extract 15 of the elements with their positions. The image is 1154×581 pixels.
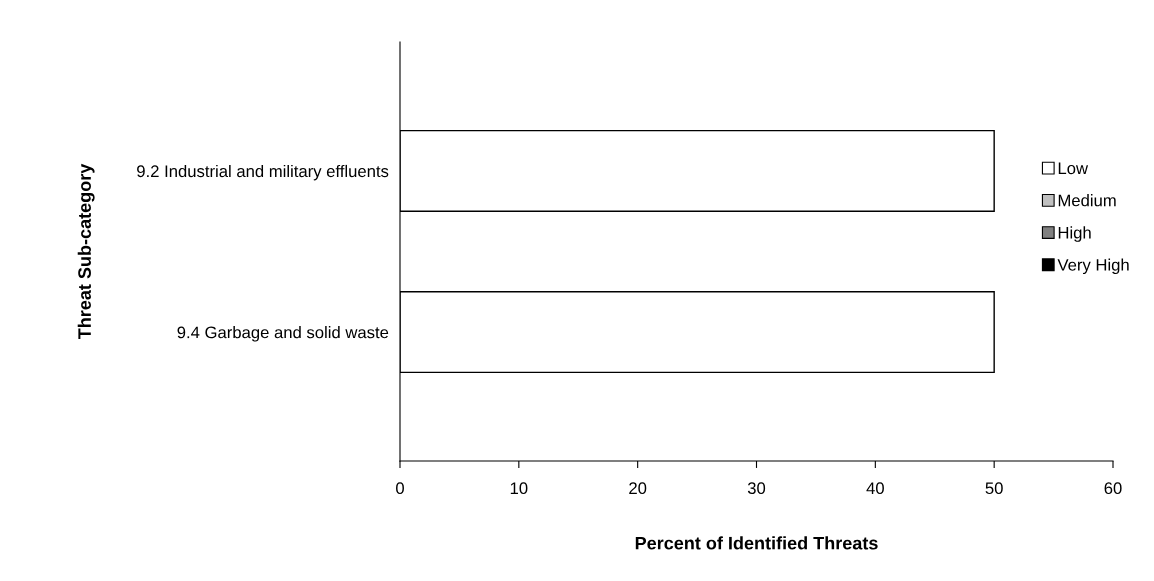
- x-tick-label: 30: [747, 482, 766, 495]
- x-tick-label: 60: [1104, 482, 1122, 495]
- y-tick-label: 9.2 Industrial and military effluents: [137, 164, 389, 181]
- legend-label: Medium: [1058, 194, 1116, 207]
- x-axis-title: Percent of Identified Threats: [635, 536, 878, 550]
- legend-label: Low: [1058, 162, 1089, 175]
- x-tick-label: 0: [396, 482, 404, 495]
- y-axis-title: Threat Sub-category: [77, 163, 95, 340]
- x-tick-label: 10: [510, 482, 528, 495]
- legend-label: High: [1058, 226, 1091, 242]
- y-tick-label: 9.4 Garbage and solid waste: [177, 326, 389, 342]
- x-tick-label: 20: [629, 482, 647, 495]
- x-tick-label: 40: [866, 482, 884, 495]
- legend-label: Very High: [1057, 258, 1129, 275]
- x-tick-label: 50: [985, 482, 1003, 495]
